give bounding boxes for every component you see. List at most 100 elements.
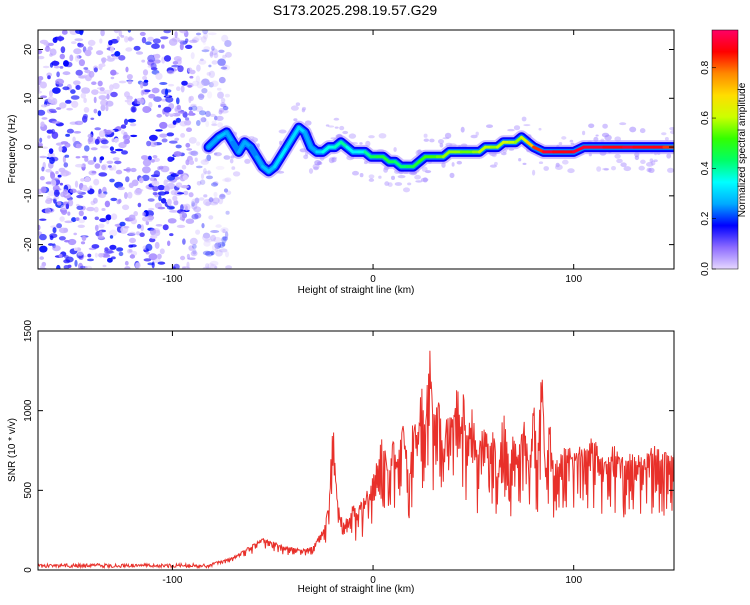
noise-speckle [63,60,69,67]
noise-speckle [39,155,47,159]
noise-speckle [223,188,229,193]
noise-speckle [194,157,198,162]
noise-speckle [128,214,136,221]
noise-speckle [187,84,192,88]
noise-speckle [202,266,212,269]
noise-speckle [101,208,106,211]
noise-speckle [201,49,210,53]
noise-speckle [208,32,217,36]
halo-speckle [470,134,478,139]
noise-speckle [58,253,63,258]
spectrogram-ytick-label: -20 [23,237,34,252]
noise-speckle [225,210,230,215]
noise-speckle [124,36,129,43]
spectrogram-ytick-label: -10 [23,188,34,203]
noise-speckle [109,229,118,237]
halo-speckle [475,131,479,136]
noise-speckle [65,99,72,104]
noise-speckle [167,240,171,247]
noise-speckle [118,80,127,84]
halo-speckle [368,174,375,179]
spectrogram-ridge-layer [201,120,674,179]
noise-speckle [158,104,161,108]
noise-speckle [50,110,57,114]
noise-speckle [50,225,58,228]
noise-speckle [94,216,100,221]
noise-speckle [151,180,160,187]
noise-speckle [39,218,47,221]
noise-speckle [172,61,179,65]
noise-speckle [39,245,48,253]
noise-speckle [224,40,232,47]
noise-speckle [149,134,158,141]
noise-speckle [39,176,45,181]
noise-speckle [49,53,53,57]
halo-speckle [397,175,406,179]
noise-speckle [215,224,222,228]
noise-speckle [73,48,82,55]
snr-xtick-label: 100 [565,575,582,586]
noise-speckle [65,203,70,210]
halo-speckle [661,132,667,136]
noise-speckle [163,30,171,34]
noise-speckle [176,97,180,105]
noise-speckle [57,174,62,178]
noise-speckle [145,220,149,226]
noise-speckle [172,120,177,125]
noise-speckle [167,218,177,224]
halo-speckle [438,139,444,144]
noise-speckle [222,228,226,234]
noise-speckle [206,72,211,76]
halo-speckle [352,170,359,176]
noise-speckle [60,46,66,54]
colorbar-gradient [712,30,738,269]
noise-speckle [114,51,121,57]
noise-speckle [147,54,156,63]
noise-speckle [157,206,166,210]
halo-speckle [293,118,298,122]
noise-speckle [217,91,224,99]
noise-speckle [187,67,193,73]
noise-speckle [38,144,43,147]
noise-speckle [38,84,41,92]
noise-speckle [109,235,114,239]
noise-speckle [154,241,160,249]
snr-ytick-label: 1500 [23,319,34,342]
noise-speckle [125,66,129,73]
noise-speckle [80,178,85,182]
noise-speckle [46,195,51,201]
noise-speckle [218,196,224,205]
noise-speckle [40,104,48,108]
noise-speckle [225,51,232,58]
noise-speckle [94,163,101,169]
noise-speckle [153,96,162,102]
noise-speckle [133,211,138,217]
noise-speckle [86,206,95,212]
noise-speckle [80,241,86,245]
halo-speckle [623,166,632,172]
noise-speckle [167,70,175,75]
noise-speckle [48,243,54,246]
noise-speckle [153,157,161,162]
noise-speckle [50,171,54,176]
noise-speckle [58,227,68,234]
noise-speckle [133,45,141,51]
noise-speckle [156,113,162,118]
halo-speckle [348,133,357,139]
noise-speckle [53,189,60,197]
noise-speckle [40,265,45,269]
snr-ylabel: SNR (10 * v/v) [7,418,18,482]
noise-speckle [105,100,114,107]
halo-speckle [342,130,349,135]
noise-speckle [124,266,131,269]
noise-speckle [186,148,193,151]
noise-speckle [115,169,123,175]
noise-speckle [153,170,161,178]
noise-speckle [219,193,226,200]
halo-speckle [378,175,382,179]
noise-speckle [161,138,168,143]
noise-speckle [179,43,184,51]
noise-speckle [194,214,200,220]
halo-speckle [278,129,287,134]
noise-speckle [88,170,97,176]
